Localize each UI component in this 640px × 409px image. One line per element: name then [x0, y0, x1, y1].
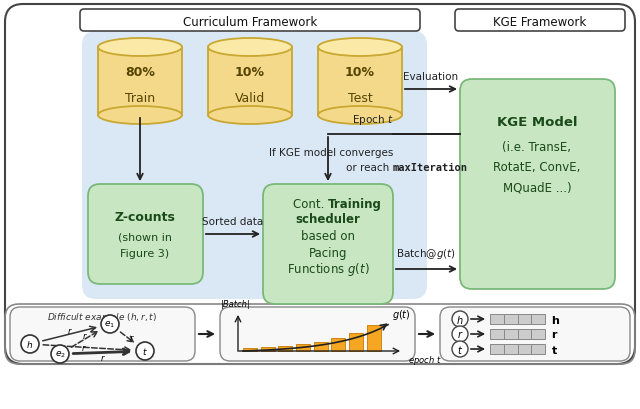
Circle shape — [452, 341, 468, 357]
Circle shape — [452, 326, 468, 342]
Polygon shape — [278, 346, 292, 351]
FancyBboxPatch shape — [88, 184, 203, 284]
Text: KGE Framework: KGE Framework — [493, 16, 587, 29]
Text: Sorted data: Sorted data — [202, 216, 264, 227]
Polygon shape — [504, 314, 518, 324]
Text: Functions $g(t)$: Functions $g(t)$ — [287, 261, 369, 278]
Text: $t$: $t$ — [457, 343, 463, 355]
Text: MQuadE ...): MQuadE ...) — [502, 181, 572, 194]
FancyBboxPatch shape — [263, 184, 393, 304]
Circle shape — [452, 311, 468, 327]
Polygon shape — [349, 333, 363, 351]
Text: $r$: $r$ — [100, 353, 106, 363]
Text: Test: Test — [348, 91, 372, 104]
Text: $\mathbf{h}$: $\mathbf{h}$ — [551, 313, 560, 325]
Text: (shown in: (shown in — [118, 232, 172, 243]
FancyBboxPatch shape — [80, 10, 420, 32]
Circle shape — [51, 345, 69, 363]
Polygon shape — [243, 348, 257, 351]
Text: KGE Model: KGE Model — [497, 115, 577, 128]
Polygon shape — [531, 344, 545, 354]
Text: Valid: Valid — [235, 91, 265, 104]
Polygon shape — [518, 314, 531, 324]
FancyBboxPatch shape — [220, 307, 415, 361]
Text: epoch $t$: epoch $t$ — [408, 353, 442, 366]
Text: Epoch $t$: Epoch $t$ — [351, 113, 393, 127]
FancyBboxPatch shape — [455, 10, 625, 32]
Text: $h$: $h$ — [26, 339, 33, 350]
Polygon shape — [504, 344, 518, 354]
Polygon shape — [531, 329, 545, 339]
Text: Z-counts: Z-counts — [115, 211, 175, 224]
Polygon shape — [504, 329, 518, 339]
Circle shape — [136, 342, 154, 360]
Text: |Batch|: |Batch| — [221, 299, 251, 308]
Ellipse shape — [98, 39, 182, 57]
Polygon shape — [490, 344, 504, 354]
Text: $\mathbf{t}$: $\mathbf{t}$ — [551, 343, 558, 355]
Polygon shape — [367, 325, 381, 351]
Text: Pacing: Pacing — [308, 246, 348, 259]
Ellipse shape — [318, 39, 402, 57]
Text: maxIteration: maxIteration — [393, 163, 468, 173]
Text: $r$: $r$ — [129, 333, 134, 343]
Text: Batch@$g(t)$: Batch@$g(t)$ — [396, 246, 456, 261]
Polygon shape — [98, 48, 182, 116]
FancyBboxPatch shape — [440, 307, 630, 361]
Text: $r$: $r$ — [457, 329, 463, 339]
Text: Training: Training — [328, 198, 382, 211]
Ellipse shape — [98, 107, 182, 125]
Text: (i.e. TransE,: (i.e. TransE, — [502, 141, 572, 154]
Text: 80%: 80% — [125, 65, 155, 78]
Polygon shape — [531, 314, 545, 324]
Text: Evaluation: Evaluation — [403, 72, 459, 82]
Text: RotatE, ConvE,: RotatE, ConvE, — [493, 161, 580, 174]
Text: $e_2$: $e_2$ — [54, 349, 65, 360]
Text: $t$: $t$ — [142, 346, 148, 357]
Text: $r$: $r$ — [67, 325, 73, 335]
Text: $\mathbf{r}$: $\mathbf{r}$ — [551, 329, 558, 339]
Polygon shape — [208, 48, 292, 116]
Text: $r$: $r$ — [82, 330, 88, 340]
Text: Curriculum Framework: Curriculum Framework — [183, 16, 317, 29]
Text: Cont.: Cont. — [293, 198, 328, 211]
Text: Train: Train — [125, 91, 155, 104]
Text: or reach: or reach — [346, 163, 393, 173]
Polygon shape — [260, 348, 275, 351]
Polygon shape — [332, 338, 346, 351]
Text: Difficult example $(h, r, t)$: Difficult example $(h, r, t)$ — [47, 311, 157, 324]
FancyBboxPatch shape — [82, 32, 427, 299]
Ellipse shape — [208, 39, 292, 57]
Text: $h$: $h$ — [456, 313, 464, 325]
Polygon shape — [318, 48, 402, 116]
Polygon shape — [490, 329, 504, 339]
Circle shape — [101, 315, 119, 333]
Text: $e_1$: $e_1$ — [104, 319, 115, 329]
Polygon shape — [518, 344, 531, 354]
Text: If KGE model converges: If KGE model converges — [269, 148, 393, 157]
Text: 10%: 10% — [235, 65, 265, 78]
Ellipse shape — [318, 107, 402, 125]
Text: $r$: $r$ — [81, 343, 86, 353]
FancyBboxPatch shape — [10, 307, 195, 361]
Polygon shape — [296, 344, 310, 351]
Polygon shape — [490, 314, 504, 324]
Text: based on: based on — [301, 230, 355, 243]
Polygon shape — [518, 329, 531, 339]
Ellipse shape — [208, 107, 292, 125]
Circle shape — [21, 335, 39, 353]
Polygon shape — [314, 342, 328, 351]
Text: 10%: 10% — [345, 65, 375, 78]
FancyBboxPatch shape — [460, 80, 615, 289]
Text: $g(t)$: $g(t)$ — [392, 307, 411, 321]
Text: scheduler: scheduler — [296, 213, 360, 226]
Text: Figure 3): Figure 3) — [120, 248, 170, 258]
